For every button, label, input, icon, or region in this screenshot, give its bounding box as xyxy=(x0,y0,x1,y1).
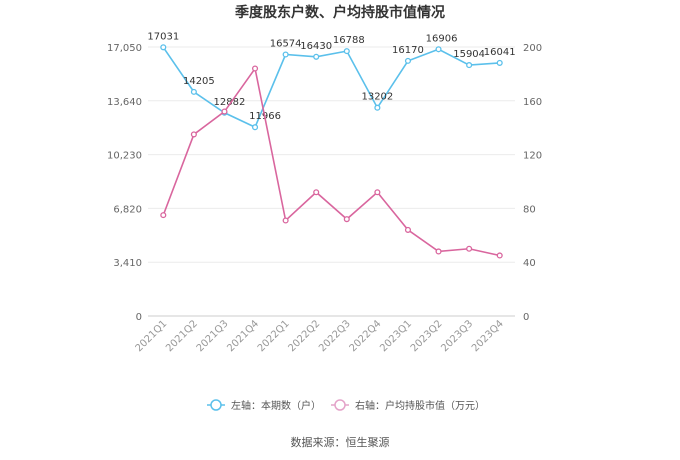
data-point-left xyxy=(374,104,381,111)
x-tick-label: 2022Q3 xyxy=(317,318,353,354)
left-axis: 0 3,410 6,820 10,230 13,640 17,050 xyxy=(107,43,142,323)
right-tick-label: 80 xyxy=(523,204,536,215)
left-tick-label: 3,410 xyxy=(113,258,142,269)
x-tick-label: 2022Q2 xyxy=(286,318,322,354)
legend-marker-right xyxy=(334,399,346,411)
data-label: 16041 xyxy=(484,47,516,58)
data-point-right xyxy=(496,252,503,259)
data-point-left xyxy=(190,88,197,95)
data-point-left xyxy=(313,53,320,60)
legend-label-left: 左轴：本期数（户） xyxy=(231,399,321,412)
data-point-right xyxy=(343,216,350,223)
x-tick-label: 2023Q3 xyxy=(439,318,475,354)
series-line-right xyxy=(162,66,500,257)
left-tick-label: 0 xyxy=(136,312,142,323)
right-tick-label: 120 xyxy=(523,151,542,162)
data-point-right xyxy=(190,131,197,138)
x-tick-label: 2022Q1 xyxy=(256,318,292,354)
data-label: 16906 xyxy=(426,33,458,44)
data-label: 16574 xyxy=(270,39,302,50)
x-axis: 2021Q12021Q22021Q32021Q42022Q12022Q22022… xyxy=(134,318,506,354)
legend-marker-left xyxy=(210,399,222,411)
x-tick-label: 2023Q2 xyxy=(409,318,445,354)
data-point-left xyxy=(160,44,167,51)
data-label: 16170 xyxy=(392,45,424,56)
data-point-right xyxy=(282,217,289,224)
legend-item-left[interactable]: 左轴：本期数（户） xyxy=(207,399,321,412)
right-tick-label: 200 xyxy=(523,43,542,54)
data-label: 16788 xyxy=(333,35,365,46)
source-note: 数据来源：恒生聚源 xyxy=(291,435,390,449)
data-point-right xyxy=(435,248,442,255)
right-tick-label: 40 xyxy=(523,258,536,269)
data-point-right xyxy=(251,65,259,72)
data-point-right xyxy=(221,108,228,115)
data-label: 12882 xyxy=(214,97,246,108)
data-label: 14205 xyxy=(183,76,215,87)
data-point-left xyxy=(496,59,503,66)
left-tick-label: 6,820 xyxy=(113,204,142,215)
data-point-right xyxy=(313,189,320,196)
legend-label-right: 右轴：户均持股市值（万元） xyxy=(355,399,485,412)
legend-item-right[interactable]: 右轴：户均持股市值（万元） xyxy=(331,399,485,412)
x-tick-label: 2021Q3 xyxy=(195,318,231,354)
left-tick-label: 13,640 xyxy=(107,97,142,108)
data-point-right xyxy=(404,226,412,233)
right-axis: 0 40 80 120 160 200 xyxy=(523,43,542,323)
x-tick-label: 2021Q2 xyxy=(164,318,200,354)
data-point-right xyxy=(466,245,473,252)
data-point-right xyxy=(160,212,167,219)
data-point-left xyxy=(435,46,442,53)
data-point-right xyxy=(374,189,381,196)
x-tick-label: 2021Q1 xyxy=(134,318,170,354)
left-tick-label: 10,230 xyxy=(107,151,142,162)
data-label: 13202 xyxy=(361,92,393,103)
x-tick-label: 2023Q4 xyxy=(470,318,506,354)
data-point-left xyxy=(282,51,289,58)
data-point-left xyxy=(466,62,473,69)
data-label: 15904 xyxy=(453,49,485,60)
series-layer: 1703114205128821196616574164301678813202… xyxy=(147,31,516,259)
legend[interactable]: 左轴：本期数（户） 右轴：户均持股市值（万元） xyxy=(207,399,485,412)
data-point-left xyxy=(251,124,259,131)
x-tick-label: 2023Q1 xyxy=(378,318,414,354)
data-point-left xyxy=(343,48,350,55)
right-tick-label: 160 xyxy=(523,97,542,108)
series-line-left xyxy=(162,46,500,129)
data-point-left xyxy=(404,57,412,64)
chart-title: 季度股东户数、户均持股市值情况 xyxy=(234,4,445,21)
x-tick-label: 2022Q4 xyxy=(348,318,384,354)
x-tick-label: 2021Q4 xyxy=(225,318,261,354)
grid xyxy=(148,46,515,317)
left-tick-label: 17,050 xyxy=(107,43,142,54)
right-tick-label: 0 xyxy=(523,312,529,323)
data-label: 16430 xyxy=(300,41,332,52)
data-label: 17031 xyxy=(147,31,179,42)
